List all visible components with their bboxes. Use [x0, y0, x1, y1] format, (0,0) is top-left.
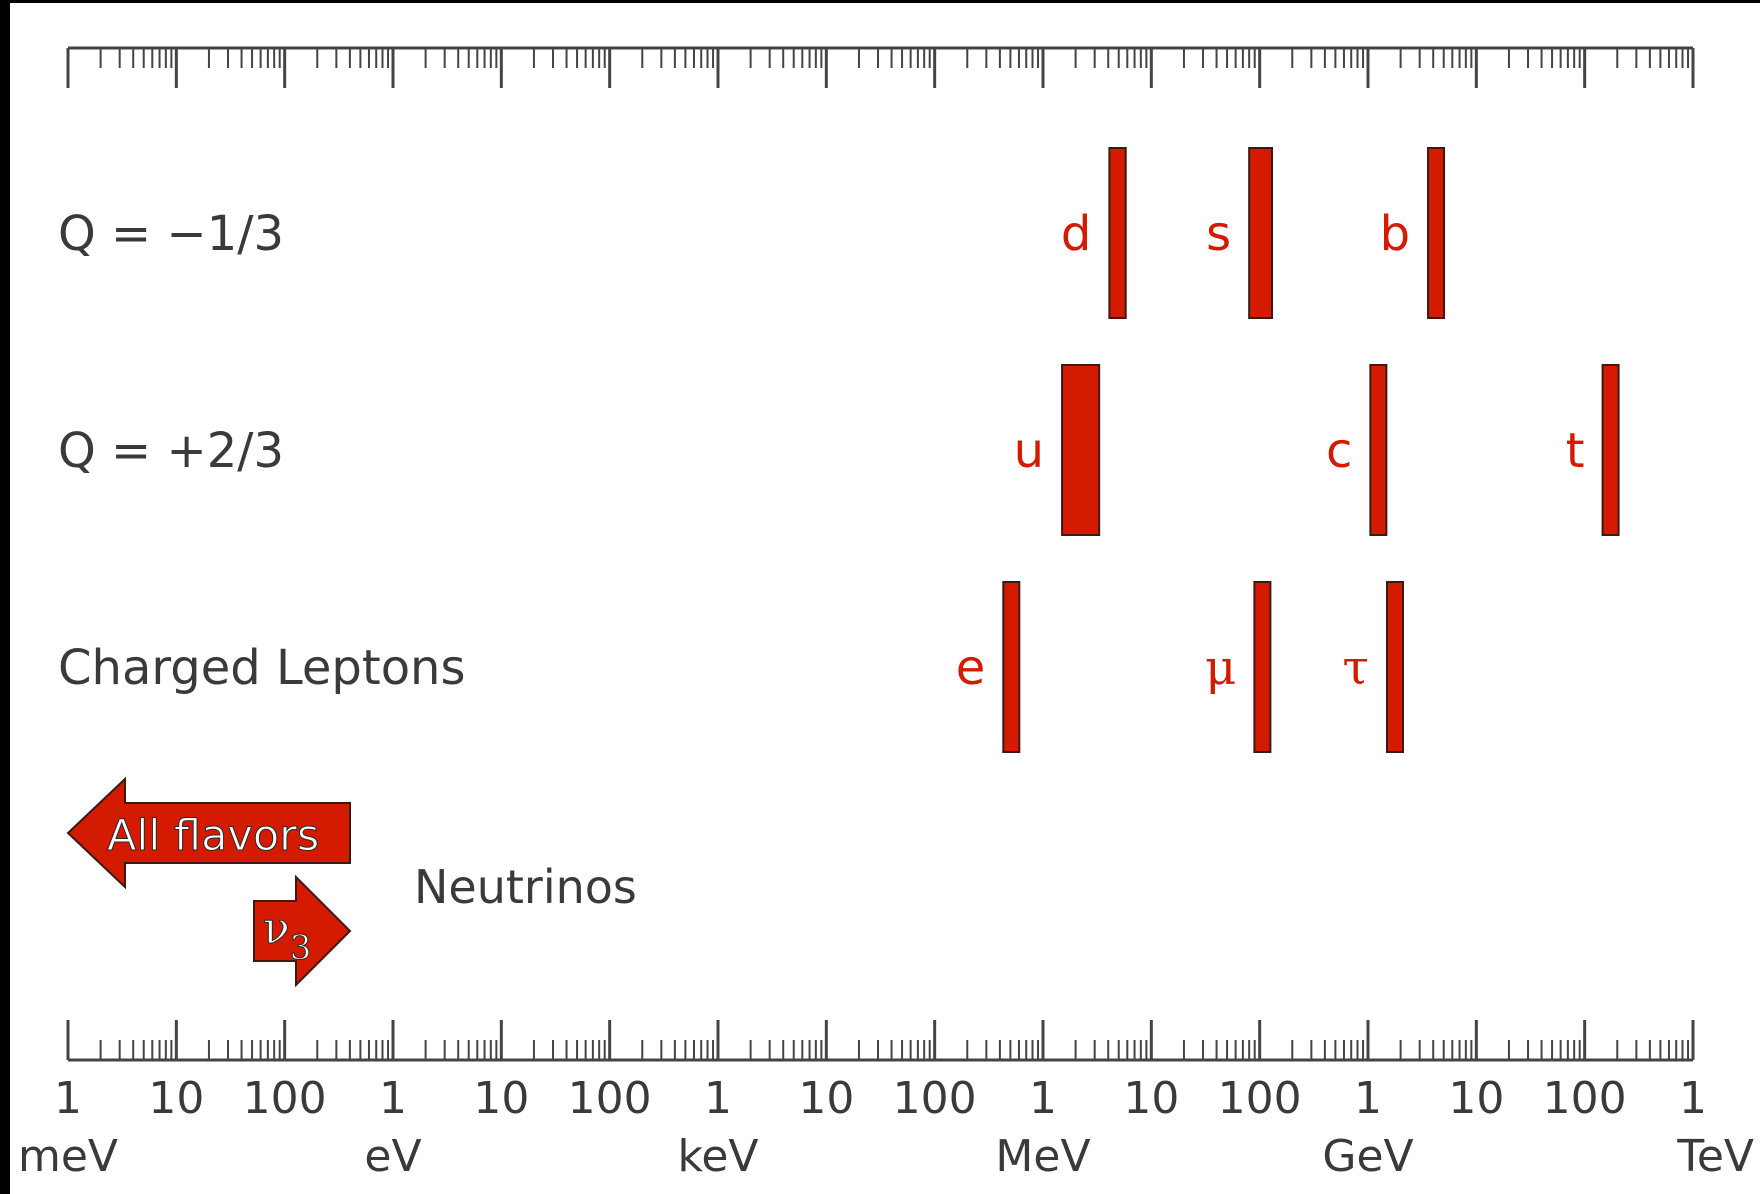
axis-unit-label: meV	[18, 1131, 118, 1182]
axis-tick-label: 100	[893, 1073, 977, 1124]
axis-tick-label: 10	[1448, 1073, 1504, 1124]
axis-tick-labels: 1 10 100 1 10 100 1 10 100 1 10 100 1 10 100 1	[54, 1073, 1707, 1124]
row-0: Q = −1/3 d s b	[58, 147, 1446, 319]
particle-label: c	[1326, 423, 1352, 479]
all-flavors-label: All flavors	[107, 811, 319, 861]
axis-tick-label: 10	[798, 1073, 854, 1124]
axis-unit-label: GeV	[1322, 1131, 1413, 1182]
particle-mass-bar	[1385, 581, 1404, 753]
axis-unit-label: eV	[364, 1131, 421, 1182]
axis-tick-label: 1	[54, 1073, 82, 1124]
particle-label: u	[1014, 423, 1044, 479]
particle-label: e	[956, 640, 986, 696]
mass-scale-diagram: Q = −1/3 d s b Q = +2/3 u c t Charged Leptons e μ τ…	[18, 46, 1754, 1182]
nu3-arrow	[253, 874, 352, 988]
particle-mass-bar	[1253, 581, 1272, 753]
axis-tick-label: 10	[473, 1073, 529, 1124]
axis-unit-labels: meV eV keV MeV GeV TeV	[18, 1131, 1754, 1182]
axis-unit-label: TeV	[1676, 1131, 1754, 1182]
axis-tick-label: 1	[704, 1073, 732, 1124]
axis-tick-label: 100	[1543, 1073, 1627, 1124]
axis-tick-label: 1	[1679, 1073, 1707, 1124]
slide-panel: Q = −1/3 d s b Q = +2/3 u c t Charged Leptons e μ τ…	[10, 3, 1760, 1194]
particle-label: t	[1566, 423, 1585, 479]
axis-tick-label: 1	[379, 1073, 407, 1124]
particle-label: τ	[1342, 640, 1369, 696]
axis-tick-label: 10	[1123, 1073, 1179, 1124]
axis-unit-label: keV	[677, 1131, 758, 1182]
row-2: Charged Leptons e μ τ	[58, 581, 1404, 753]
particle-label: s	[1206, 206, 1231, 262]
bottom-mass-axis	[66, 1020, 1695, 1062]
axis-tick-label: 1	[1029, 1073, 1057, 1124]
particle-label: d	[1061, 206, 1091, 262]
particle-mass-bar	[1002, 581, 1021, 753]
axis-unit-label: MeV	[995, 1131, 1090, 1182]
axis-tick-label: 1	[1354, 1073, 1382, 1124]
particle-mass-bar	[1369, 364, 1388, 536]
row-1: Q = +2/3 u c t	[58, 364, 1620, 536]
neutrinos-label: Neutrinos	[414, 860, 637, 914]
nu3-subscript: 3	[290, 928, 312, 968]
particle-mass-bar	[1248, 147, 1274, 319]
axis-tick-label: 100	[1218, 1073, 1302, 1124]
all-flavors-arrow	[66, 776, 351, 890]
particle-mass-bar	[1108, 147, 1127, 319]
particle-mass-bar	[1427, 147, 1446, 319]
row-label: Charged Leptons	[58, 640, 465, 696]
particle-mass-bar	[1061, 364, 1101, 536]
particle-mass-bar	[1601, 364, 1620, 536]
particle-rows: Q = −1/3 d s b Q = +2/3 u c t Charged Leptons e μ τ	[58, 147, 1620, 753]
axis-tick-label: 10	[148, 1073, 204, 1124]
axis-tick-label: 100	[243, 1073, 327, 1124]
particle-label: b	[1380, 206, 1410, 262]
top-mass-axis	[66, 46, 1695, 88]
particle-label: μ	[1205, 640, 1236, 696]
row-label: Q = +2/3	[58, 423, 284, 479]
row-label: Q = −1/3	[58, 206, 284, 262]
axis-tick-label: 100	[568, 1073, 652, 1124]
